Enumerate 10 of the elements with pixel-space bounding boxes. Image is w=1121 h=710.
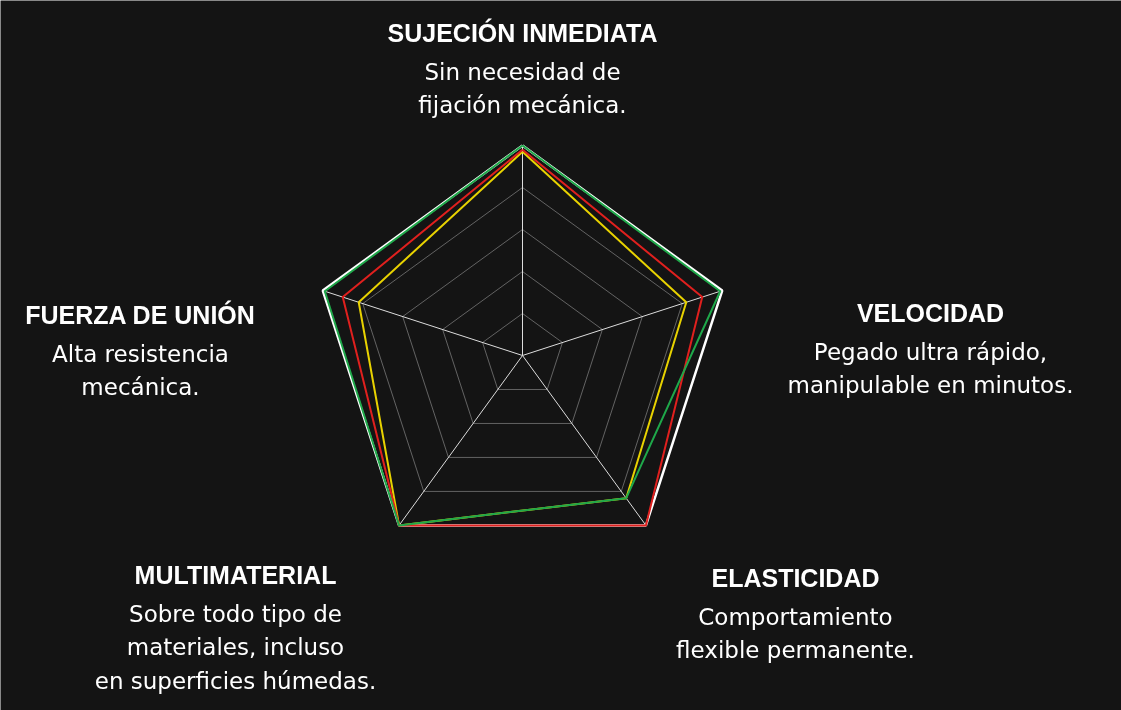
text: Pegado ultra rápido, manipulable en minutos. — [787, 338, 1074, 399]
spoke-label: SUJECIÓN INMEDIATA — [387, 17, 658, 47]
text: Alta resistencia mecánica. — [52, 340, 229, 401]
text: Comportamiento flexible permanente. — [676, 603, 915, 664]
spoke-label: MULTIMATERIAL — [134, 560, 337, 589]
spoke-label: FUERZA DE UNIÓN — [25, 299, 255, 329]
text: Sobre todo tipo de materiales, incluso en superficies húmedas. — [94, 600, 377, 695]
spoke-label: ELASTICIDAD — [711, 563, 880, 592]
spoke-label: VELOCIDAD — [856, 298, 1005, 327]
text: Sin necesidad de fijación mecánica. — [418, 58, 627, 119]
